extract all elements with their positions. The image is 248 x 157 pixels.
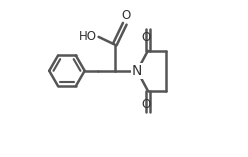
Text: O: O: [142, 31, 151, 44]
Text: HO: HO: [79, 30, 97, 43]
Text: N: N: [132, 64, 142, 78]
Text: O: O: [142, 98, 151, 111]
Text: O: O: [121, 9, 130, 22]
